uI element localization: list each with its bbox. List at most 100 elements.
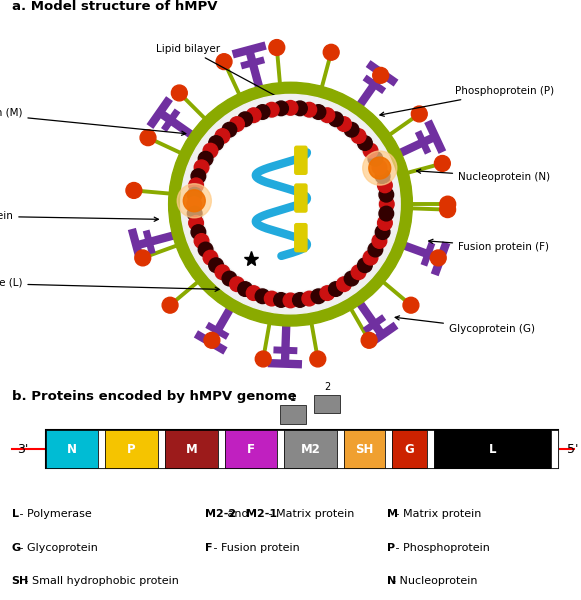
Bar bbox=[551, 430, 558, 468]
Circle shape bbox=[378, 215, 392, 230]
Text: Glycoprotein (G): Glycoprotein (G) bbox=[395, 316, 535, 334]
Circle shape bbox=[368, 151, 383, 166]
Text: N: N bbox=[388, 577, 397, 586]
Text: M2: M2 bbox=[301, 443, 321, 455]
Text: Fusion protein (F): Fusion protein (F) bbox=[429, 239, 549, 252]
Text: Lipid bilayer: Lipid bilayer bbox=[156, 44, 289, 103]
Circle shape bbox=[204, 332, 220, 348]
Text: F: F bbox=[205, 543, 213, 553]
Circle shape bbox=[311, 289, 326, 304]
Circle shape bbox=[403, 297, 419, 313]
Bar bbox=[225, 430, 277, 468]
Circle shape bbox=[194, 233, 209, 248]
Text: Matrix protein (M): Matrix protein (M) bbox=[0, 108, 186, 136]
Text: b. Proteins encoded by hMPV genome: b. Proteins encoded by hMPV genome bbox=[12, 391, 296, 403]
Circle shape bbox=[255, 104, 270, 119]
Circle shape bbox=[345, 122, 359, 137]
Circle shape bbox=[283, 101, 298, 115]
Circle shape bbox=[283, 293, 298, 308]
Circle shape bbox=[375, 169, 390, 184]
Circle shape bbox=[177, 184, 211, 218]
Circle shape bbox=[379, 187, 394, 202]
Text: M2-1: M2-1 bbox=[246, 509, 277, 519]
Text: G: G bbox=[12, 543, 21, 553]
Circle shape bbox=[372, 233, 387, 248]
Circle shape bbox=[431, 250, 446, 266]
Text: 2: 2 bbox=[324, 382, 331, 392]
Circle shape bbox=[222, 122, 236, 137]
Text: 1: 1 bbox=[290, 393, 296, 403]
Text: and: and bbox=[224, 509, 253, 519]
Bar bbox=[158, 430, 165, 468]
Circle shape bbox=[187, 206, 202, 221]
Text: SH: SH bbox=[356, 443, 374, 455]
Circle shape bbox=[215, 265, 229, 280]
Text: 5': 5' bbox=[566, 443, 578, 455]
Text: - Small hydrophobic protein: - Small hydrophobic protein bbox=[21, 577, 179, 586]
Circle shape bbox=[191, 225, 206, 239]
Circle shape bbox=[194, 160, 209, 175]
Circle shape bbox=[358, 136, 372, 151]
Bar bbox=[314, 395, 340, 413]
Circle shape bbox=[363, 143, 378, 158]
Circle shape bbox=[246, 108, 261, 122]
Text: P: P bbox=[388, 543, 396, 553]
Circle shape bbox=[363, 151, 397, 185]
Circle shape bbox=[345, 271, 359, 286]
FancyBboxPatch shape bbox=[295, 184, 307, 212]
Circle shape bbox=[238, 112, 252, 127]
Circle shape bbox=[363, 250, 378, 265]
Circle shape bbox=[293, 101, 307, 116]
FancyBboxPatch shape bbox=[295, 146, 307, 174]
Circle shape bbox=[368, 242, 383, 257]
Circle shape bbox=[203, 117, 378, 291]
Circle shape bbox=[198, 242, 213, 257]
FancyBboxPatch shape bbox=[295, 224, 307, 251]
Circle shape bbox=[369, 157, 391, 179]
Bar bbox=[385, 430, 392, 468]
Text: M: M bbox=[185, 443, 197, 455]
Circle shape bbox=[440, 202, 456, 218]
Circle shape bbox=[373, 67, 389, 83]
Circle shape bbox=[302, 103, 317, 117]
Bar bbox=[105, 430, 158, 468]
Circle shape bbox=[329, 282, 343, 296]
Circle shape bbox=[379, 197, 394, 211]
Circle shape bbox=[320, 108, 335, 122]
Circle shape bbox=[184, 190, 205, 212]
Bar bbox=[337, 430, 344, 468]
Circle shape bbox=[264, 103, 279, 117]
Text: SH: SH bbox=[12, 577, 28, 586]
Circle shape bbox=[320, 286, 335, 301]
Circle shape bbox=[198, 151, 213, 166]
Circle shape bbox=[255, 351, 271, 367]
Text: - Glycoprotein: - Glycoprotein bbox=[16, 543, 98, 553]
Text: - Phosphoprotein: - Phosphoprotein bbox=[392, 543, 490, 553]
Circle shape bbox=[126, 182, 142, 199]
Circle shape bbox=[191, 169, 206, 184]
Bar bbox=[46, 430, 98, 468]
Circle shape bbox=[336, 277, 352, 292]
Text: - Nucleoprotein: - Nucleoprotein bbox=[392, 577, 478, 586]
Bar bbox=[344, 430, 385, 468]
Circle shape bbox=[379, 206, 394, 221]
Bar bbox=[392, 430, 427, 468]
Text: M: M bbox=[388, 509, 399, 519]
Circle shape bbox=[352, 265, 366, 280]
Circle shape bbox=[229, 117, 245, 131]
Circle shape bbox=[358, 258, 372, 272]
Circle shape bbox=[181, 94, 400, 314]
Text: G: G bbox=[404, 443, 414, 455]
Text: - Matrix protein: - Matrix protein bbox=[392, 509, 482, 519]
Circle shape bbox=[203, 143, 218, 158]
Circle shape bbox=[269, 40, 285, 55]
Text: L: L bbox=[12, 509, 19, 519]
Text: N: N bbox=[67, 443, 77, 455]
Circle shape bbox=[189, 178, 203, 193]
Bar bbox=[280, 405, 306, 424]
Circle shape bbox=[135, 250, 150, 266]
Circle shape bbox=[246, 286, 261, 301]
Text: Polymerase (L): Polymerase (L) bbox=[0, 278, 219, 292]
Bar bbox=[427, 430, 434, 468]
Circle shape bbox=[274, 101, 288, 116]
